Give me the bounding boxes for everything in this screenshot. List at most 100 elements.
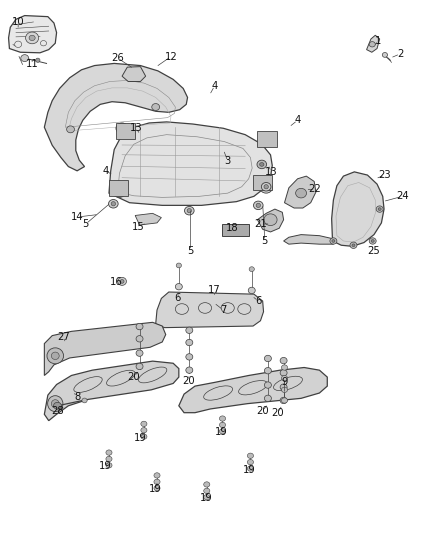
Ellipse shape <box>280 369 287 376</box>
Polygon shape <box>135 213 161 225</box>
Polygon shape <box>258 209 284 232</box>
Ellipse shape <box>369 42 375 47</box>
Ellipse shape <box>264 214 277 225</box>
Ellipse shape <box>136 324 143 330</box>
Text: 27: 27 <box>58 332 71 342</box>
Text: 12: 12 <box>165 52 177 61</box>
Ellipse shape <box>376 206 383 212</box>
Text: 4: 4 <box>212 81 218 91</box>
Ellipse shape <box>186 367 193 373</box>
Text: 22: 22 <box>309 184 321 195</box>
Text: 2: 2 <box>397 49 403 59</box>
Ellipse shape <box>154 479 160 484</box>
Text: 5: 5 <box>187 246 194 255</box>
Ellipse shape <box>187 208 191 213</box>
Ellipse shape <box>117 189 123 195</box>
Ellipse shape <box>186 354 193 360</box>
Text: 5: 5 <box>83 219 89 229</box>
Ellipse shape <box>219 422 226 427</box>
Ellipse shape <box>51 400 59 408</box>
Ellipse shape <box>152 103 159 110</box>
Ellipse shape <box>106 456 112 462</box>
Text: 20: 20 <box>272 408 284 418</box>
Text: 18: 18 <box>226 223 238 233</box>
Polygon shape <box>44 322 166 375</box>
Ellipse shape <box>260 182 272 193</box>
Ellipse shape <box>118 277 127 285</box>
Polygon shape <box>155 292 264 328</box>
Ellipse shape <box>136 364 143 369</box>
Polygon shape <box>109 180 128 196</box>
Ellipse shape <box>120 279 124 283</box>
Ellipse shape <box>260 163 264 166</box>
Ellipse shape <box>21 55 28 62</box>
Ellipse shape <box>352 244 355 247</box>
Text: 4: 4 <box>102 166 109 176</box>
Ellipse shape <box>67 126 74 133</box>
Ellipse shape <box>141 434 147 439</box>
Ellipse shape <box>219 429 226 434</box>
Ellipse shape <box>265 356 272 362</box>
Ellipse shape <box>111 201 116 206</box>
Ellipse shape <box>136 350 143 357</box>
Ellipse shape <box>332 240 335 243</box>
Ellipse shape <box>247 459 254 465</box>
Ellipse shape <box>369 238 376 244</box>
Ellipse shape <box>154 486 160 491</box>
Ellipse shape <box>51 352 59 360</box>
Ellipse shape <box>113 187 126 197</box>
Ellipse shape <box>136 336 143 342</box>
Text: 17: 17 <box>208 286 221 295</box>
Ellipse shape <box>184 206 194 215</box>
Text: 6: 6 <box>174 293 181 303</box>
Text: 20: 20 <box>256 406 269 416</box>
Ellipse shape <box>141 421 147 426</box>
Ellipse shape <box>261 135 273 146</box>
Ellipse shape <box>48 395 63 411</box>
Text: 19: 19 <box>99 461 112 471</box>
Ellipse shape <box>106 463 112 468</box>
Ellipse shape <box>257 160 267 168</box>
Ellipse shape <box>282 387 288 392</box>
Ellipse shape <box>106 450 112 455</box>
Ellipse shape <box>176 263 181 268</box>
Polygon shape <box>179 368 327 413</box>
Text: 15: 15 <box>132 222 145 232</box>
Ellipse shape <box>35 58 40 62</box>
Polygon shape <box>223 224 249 236</box>
Ellipse shape <box>154 473 160 478</box>
Text: 10: 10 <box>12 17 25 27</box>
Text: 24: 24 <box>396 191 409 201</box>
Ellipse shape <box>264 138 270 143</box>
Text: 3: 3 <box>225 156 231 166</box>
Ellipse shape <box>256 203 261 207</box>
Ellipse shape <box>254 201 263 209</box>
Ellipse shape <box>119 126 125 131</box>
Ellipse shape <box>141 427 147 433</box>
Ellipse shape <box>248 287 255 294</box>
Text: 9: 9 <box>281 377 288 387</box>
Ellipse shape <box>265 395 272 401</box>
Text: 8: 8 <box>74 392 80 402</box>
Polygon shape <box>9 15 57 53</box>
Ellipse shape <box>204 482 210 487</box>
Ellipse shape <box>350 242 357 248</box>
Ellipse shape <box>82 398 87 403</box>
Polygon shape <box>44 63 187 171</box>
Text: 1: 1 <box>375 36 381 45</box>
Text: 21: 21 <box>254 219 267 229</box>
Text: 26: 26 <box>111 53 124 63</box>
Ellipse shape <box>247 466 254 471</box>
Ellipse shape <box>116 123 128 134</box>
Text: 19: 19 <box>215 427 228 438</box>
Polygon shape <box>367 35 380 52</box>
Polygon shape <box>284 235 333 244</box>
Polygon shape <box>116 124 135 140</box>
Text: 4: 4 <box>294 115 301 125</box>
Text: 5: 5 <box>261 236 268 246</box>
Ellipse shape <box>25 32 39 44</box>
Polygon shape <box>253 174 272 190</box>
Ellipse shape <box>265 382 272 388</box>
Polygon shape <box>122 67 146 82</box>
Ellipse shape <box>175 284 182 290</box>
